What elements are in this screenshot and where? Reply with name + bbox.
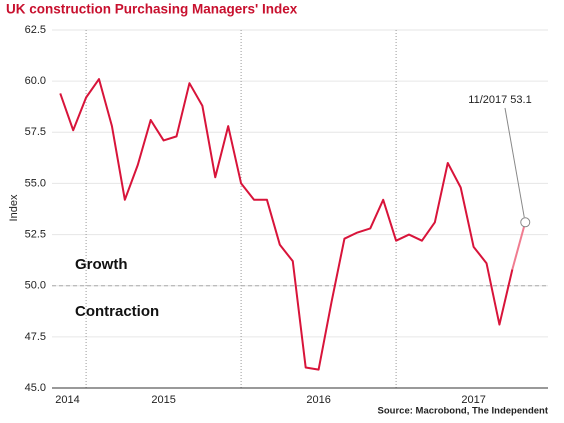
callout-label: 11/2017 53.1 [468, 94, 531, 106]
y-tick-label: 50.0 [25, 280, 46, 292]
x-tick-label: 2016 [306, 394, 330, 406]
y-axis-label: Index [8, 194, 20, 221]
y-tick-label: 47.5 [25, 331, 46, 343]
y-tick-label: 62.5 [25, 24, 46, 36]
callout-line [504, 107, 525, 218]
annotation: Contraction [75, 303, 159, 320]
source: Source: Macrobond, The Independent [378, 406, 549, 417]
y-tick-label: 52.5 [25, 228, 46, 240]
y-tick-label: 45.0 [25, 382, 46, 394]
x-tick-label: 2015 [151, 394, 175, 406]
x-tick-label: 2014 [55, 394, 79, 406]
x-tick-label: 2017 [461, 394, 485, 406]
chart-title: UK construction Purchasing Managers' Ind… [6, 2, 298, 17]
y-tick-label: 57.5 [25, 126, 46, 138]
annotation: Growth [75, 256, 128, 273]
line [59, 78, 514, 371]
line-highlight [511, 222, 527, 270]
y-tick-label: 60.0 [25, 75, 46, 87]
y-tick-label: 55.0 [25, 177, 46, 189]
callout-point [520, 217, 531, 228]
